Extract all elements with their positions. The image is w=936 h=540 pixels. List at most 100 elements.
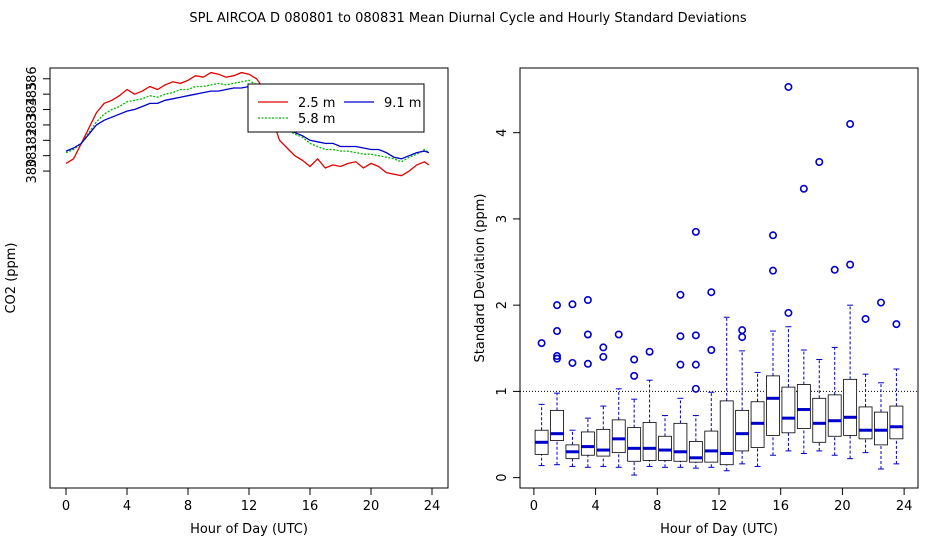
outlier-point [599,343,608,352]
outlier-point [645,347,654,356]
box-hour-12-5 [719,316,734,472]
box-iqr [735,409,750,452]
outlier-point [691,384,700,393]
y-tick-label: 384 [25,97,40,122]
outlier-point [846,120,855,129]
outlier-point [676,332,685,341]
outlier-point [876,298,885,307]
outlier-point [568,358,577,367]
box-iqr [658,435,672,461]
outlier-point [676,360,685,369]
x-tick-label: 16 [772,499,789,514]
y-tick-label: 3 [495,215,510,223]
outlier-point [553,352,562,361]
box-hour-7-5 [642,347,657,467]
outlier-point [537,339,546,348]
y-tick-label: 1 [495,387,510,395]
x-tick-label: 24 [424,499,441,514]
outlier-point [707,288,716,297]
box-iqr [812,397,827,443]
x-tick-label: 20 [834,499,851,514]
box-hour-1-5 [550,301,564,466]
box-iqr [781,386,796,434]
x-axis: 0 4 8 12 16 20 24 [62,488,440,514]
x-axis-label: Hour of Day (UTC) [660,522,778,537]
x-axis: 0 4 8 12 16 20 24 [530,488,913,514]
x-tick-label: 0 [62,499,70,514]
box-hour-15-5 [766,231,780,456]
box-iqr [642,422,657,461]
box-hour-21-5 [858,314,873,454]
outlier-point [583,330,592,339]
outlier-point [846,260,855,269]
box-hour-18-5 [812,158,827,452]
box-hour-4-5 [596,343,611,467]
y-tick-label: 4 [495,129,510,137]
box-hour-11-5 [704,288,719,468]
box-hour-3-5 [580,295,595,468]
outlier-point [676,290,685,299]
figure-title: SPL AIRCOA D 080801 to 080831 Mean Diurn… [189,11,746,26]
box-iqr [704,430,719,463]
legend: 2.5 m 5.8 m 9.1 m [247,83,425,133]
x-tick-label: 4 [591,499,599,514]
y-tick-label: 0 [495,474,510,482]
outlier-point [830,265,839,274]
outlier-point [583,295,592,304]
outlier-point [892,320,901,329]
outlier-point [691,331,700,340]
outlier-point [583,359,592,368]
outlier-point [553,327,562,336]
box-iqr [611,419,626,454]
outlier-point [553,301,562,310]
box-hour-9-5 [673,290,688,468]
x-tick-label: 20 [363,499,380,514]
box-hour-2-5 [565,300,580,467]
boxes [534,82,904,476]
box-iqr [889,405,904,440]
box-hour-10-5 [688,227,703,469]
outlier-point [768,266,777,275]
outlier-point [815,158,824,167]
outlier-point [861,314,870,323]
x-tick-label: 4 [123,499,131,514]
box-hour-20-5 [843,120,858,460]
y-tick-label: 385 [25,82,40,107]
box-hour-8-5 [658,415,672,468]
outlier-point [553,354,562,363]
box-iqr [719,400,734,466]
box-iqr [827,394,842,437]
y-tick-label: 382 [25,128,40,153]
x-tick-label: 0 [530,499,538,514]
y-axis: 0 1 2 3 4 [495,129,520,482]
legend-label-9-1m: 9.1 m [384,96,421,111]
box-hour-14-5 [750,371,765,467]
outlier-point [784,82,793,91]
outlier-point [568,300,577,309]
box-hour-17-5 [796,184,811,455]
y-tick-label: 380 [25,159,40,184]
x-tick-label: 16 [302,499,319,514]
box-iqr [627,427,642,462]
box-hour-0-5 [534,339,549,467]
box-hour-6-5 [627,355,642,476]
box-hour-16-5 [781,82,796,452]
legend-box [247,83,425,133]
box-iqr [858,406,873,440]
x-tick-label: 24 [896,499,913,514]
outlier-point [599,352,608,361]
box-hour-22-5 [874,298,888,470]
box-iqr [673,422,688,462]
y-tick-label: 2 [495,301,510,309]
box-iqr [596,428,611,457]
box-hour-23-5 [889,320,904,465]
box-iqr [550,409,564,441]
legend-label-2-5m: 2.5 m [298,96,335,111]
x-tick-label: 12 [241,499,258,514]
box-iqr [766,375,780,436]
outlier-point [691,360,700,369]
